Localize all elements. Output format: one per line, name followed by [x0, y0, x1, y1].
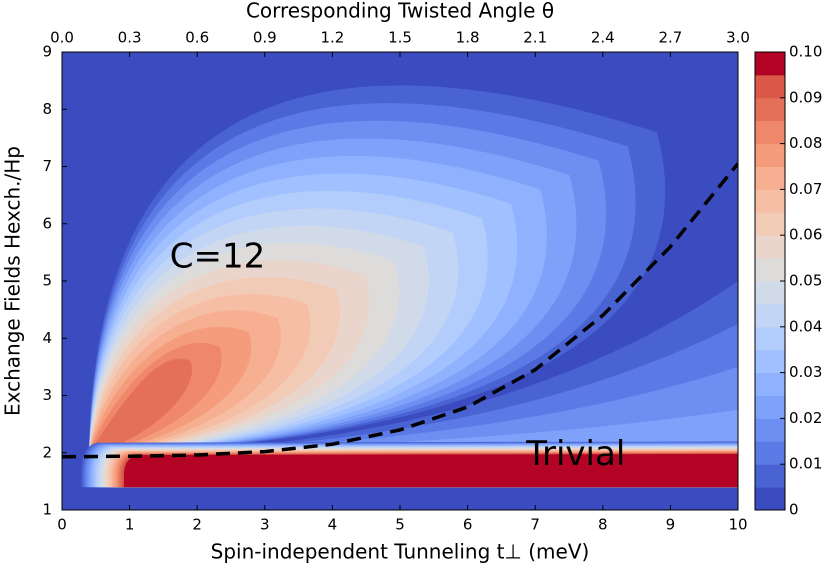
- colorbar-band: [755, 189, 785, 213]
- top-tick-label: 3.0: [726, 29, 750, 47]
- colorbar-band: [755, 372, 785, 396]
- x-tick-label: 10: [728, 516, 747, 534]
- top-tick-label: 0.0: [50, 29, 74, 47]
- colorbar-band: [755, 464, 785, 488]
- colorbar-band: [755, 74, 785, 99]
- colorbar-tick-label: 0: [789, 501, 799, 519]
- y-tick-label: 7: [42, 157, 52, 175]
- x-tick-label: 4: [328, 516, 338, 534]
- y-tick-label: 3: [42, 386, 52, 404]
- x-axis-label: Spin-independent Tunneling t⊥ (meV): [211, 540, 590, 564]
- top-tick-label: 0.9: [253, 29, 277, 47]
- y-tick-label: 9: [42, 43, 52, 61]
- annotation: Trivial: [525, 434, 625, 474]
- x-tick-label: 0: [57, 516, 67, 534]
- colorbar-tick-label: 0.06: [789, 226, 822, 244]
- y-tick-label: 2: [42, 443, 52, 461]
- top-tick-label: 0.3: [118, 29, 142, 47]
- colorbar-tick-label: 0.02: [789, 409, 822, 427]
- top-tick-label: 2.4: [591, 29, 615, 47]
- colorbar-band: [755, 487, 785, 511]
- x-tick-label: 5: [395, 516, 405, 534]
- x-tick-label: 7: [530, 516, 540, 534]
- colorbar-band: [755, 52, 785, 76]
- colorbar-tick-label: 0.03: [789, 363, 822, 381]
- y-tick-label: 4: [42, 329, 52, 347]
- x-tick-label: 9: [666, 516, 676, 534]
- contour-band: [89, 358, 193, 453]
- colorbar-tick-label: 0.09: [789, 88, 822, 106]
- colorbar-band: [755, 395, 785, 419]
- colorbar-tick-label: 0.10: [789, 43, 822, 61]
- colorbar-band: [755, 281, 785, 305]
- top-axis-label: Corresponding Twisted Angle θ: [246, 0, 554, 23]
- x-tick-label: 8: [598, 516, 608, 534]
- colorbar-band: [755, 349, 785, 374]
- colorbar-tick-label: 0.04: [789, 317, 822, 335]
- top-tick-label: 2.1: [523, 29, 547, 47]
- top-tick-label: 1.5: [388, 29, 412, 47]
- colorbar-band: [755, 97, 785, 122]
- x-tick-label: 6: [463, 516, 473, 534]
- contour-field: [62, 52, 738, 510]
- y-tick-label: 6: [42, 214, 52, 232]
- colorbar-band: [755, 326, 785, 351]
- y-tick-label: 5: [42, 272, 52, 290]
- annotation: C=12: [170, 237, 266, 277]
- y-axis-label: Exchange Fields Hexch./Hp: [1, 146, 25, 416]
- colorbar-tick-label: 0.07: [789, 180, 822, 198]
- top-tick-label: 2.7: [658, 29, 682, 47]
- y-tick-label: 8: [42, 100, 52, 118]
- colorbar-band: [755, 441, 785, 465]
- y-tick-label: 1: [42, 501, 52, 519]
- colorbar-band: [755, 258, 785, 282]
- x-tick-label: 2: [192, 516, 202, 534]
- contour-band: [123, 453, 738, 488]
- colorbar-band: [755, 143, 785, 167]
- colorbar-band: [755, 166, 785, 190]
- colorbar-tick-label: 0.05: [789, 272, 822, 290]
- x-tick-label: 3: [260, 516, 270, 534]
- top-tick-label: 1.2: [320, 29, 344, 47]
- colorbar-band: [755, 235, 785, 259]
- phase-boundary: [62, 162, 738, 459]
- x-tick-label: 1: [125, 516, 135, 534]
- colorbar-band: [755, 212, 785, 236]
- colorbar-tick-label: 0.08: [789, 134, 822, 152]
- top-tick-label: 1.8: [456, 29, 480, 47]
- colorbar-tick-label: 0.01: [789, 455, 822, 473]
- colorbar-band: [755, 303, 785, 328]
- top-tick-label: 0.6: [185, 29, 209, 47]
- colorbar-band: [755, 120, 785, 145]
- colorbar-band: [755, 418, 785, 442]
